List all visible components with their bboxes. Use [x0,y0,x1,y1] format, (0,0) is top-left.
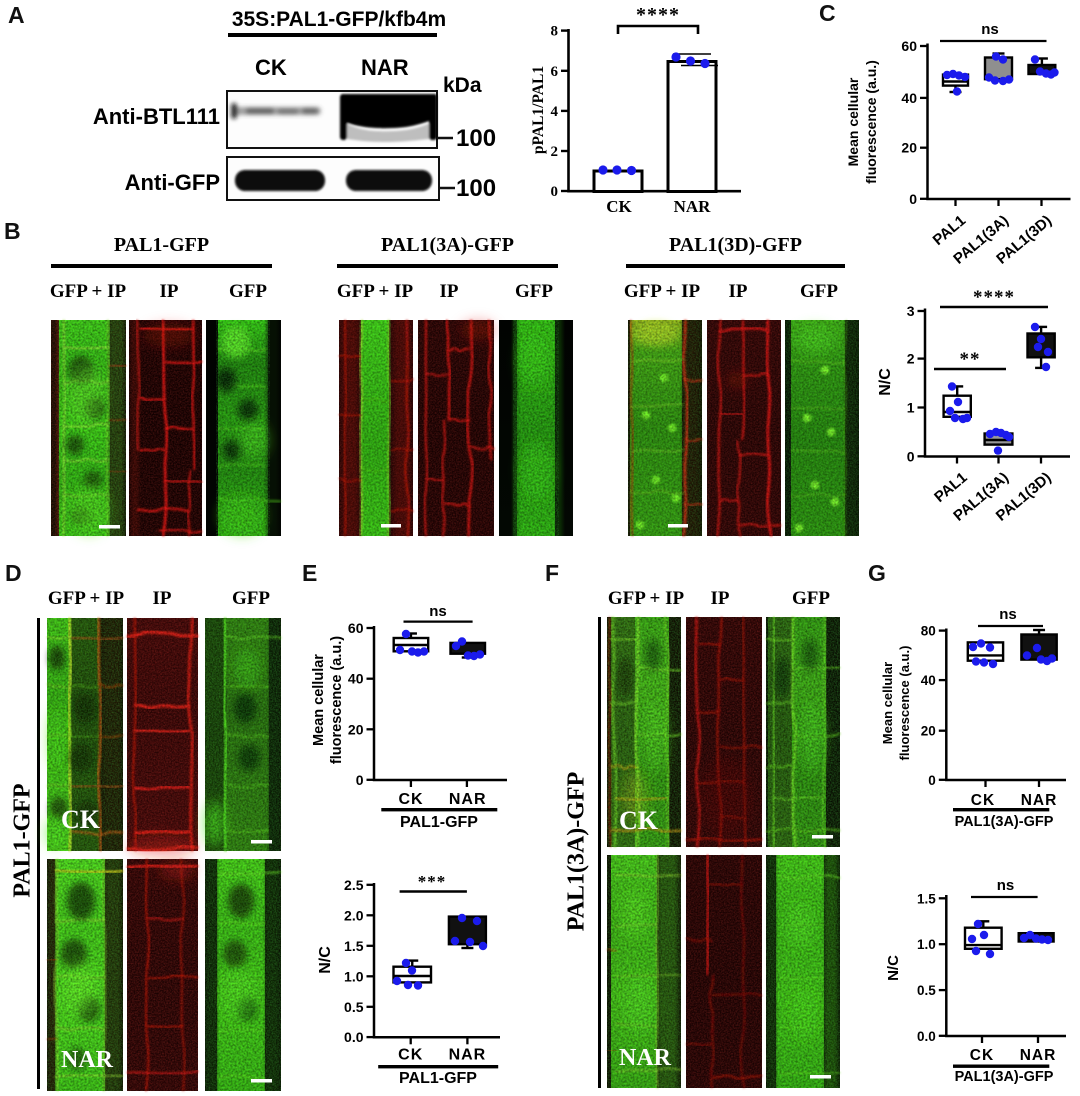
svg-text:PAL1(3A)-GFP: PAL1(3A)-GFP [955,1069,1054,1085]
svg-text:N/C: N/C [317,946,334,974]
svg-text:1.0: 1.0 [344,968,364,984]
svg-text:6: 6 [551,64,559,80]
svg-text:1: 1 [907,400,915,416]
svg-text:40: 40 [921,673,936,688]
svg-text:0.0: 0.0 [344,1029,364,1045]
svg-text:NAR: NAR [449,791,487,808]
svg-text:Mean cellular: Mean cellular [311,654,327,746]
svg-text:NAR: NAR [61,1047,114,1073]
svg-text:pPAL1/PAL1: pPAL1/PAL1 [530,66,547,154]
svg-text:CK: CK [398,1047,423,1064]
svg-text:ns: ns [999,606,1017,623]
svg-text:PAL1-GFP: PAL1-GFP [399,1070,477,1087]
svg-text:0.0: 0.0 [917,1029,936,1044]
svg-text:ns: ns [429,603,447,620]
svg-text:***: *** [418,872,447,891]
svg-text:20: 20 [348,721,364,737]
svg-text:2.5: 2.5 [344,877,364,893]
svg-text:fluorescence (a.u.): fluorescence (a.u.) [863,60,879,184]
svg-text:NAR: NAR [1021,792,1058,809]
svg-text:1.5: 1.5 [917,891,936,906]
svg-text:60: 60 [348,620,364,636]
svg-text:**: ** [960,349,981,370]
svg-text:0: 0 [928,773,936,788]
svg-text:0: 0 [909,191,917,207]
svg-text:****: **** [636,4,680,26]
svg-text:PAL1(3A)-GFP: PAL1(3A)-GFP [955,814,1054,830]
svg-text:1.0: 1.0 [917,937,936,952]
svg-text:CK: CK [61,805,101,834]
svg-text:N/C: N/C [885,955,902,981]
svg-text:2: 2 [551,144,559,160]
svg-text:0: 0 [551,184,559,200]
svg-text:ns: ns [981,21,999,38]
svg-text:Mean cellular: Mean cellular [845,77,861,166]
svg-text:3: 3 [907,303,915,319]
svg-text:40: 40 [901,90,917,106]
svg-text:40: 40 [348,671,364,687]
svg-text:0: 0 [907,448,915,464]
svg-text:CK: CK [619,806,659,835]
svg-text:1.5: 1.5 [344,938,364,954]
svg-text:0.5: 0.5 [344,999,364,1015]
svg-text:ns: ns [997,877,1015,894]
svg-text:PAL1-GFP: PAL1-GFP [400,814,478,831]
svg-text:2.0: 2.0 [344,907,364,923]
svg-text:CK: CK [971,792,995,809]
svg-text:CK: CK [606,197,632,216]
svg-text:NAR: NAR [619,1045,672,1071]
svg-text:CK: CK [398,791,423,808]
svg-text:****: **** [973,287,1015,308]
svg-text:80: 80 [921,624,936,639]
svg-text:fluorescence (a.u.): fluorescence (a.u.) [329,636,345,764]
svg-text:8: 8 [551,24,559,40]
svg-text:0.5: 0.5 [917,983,936,998]
svg-text:20: 20 [921,724,936,739]
svg-text:fluorescence (a.u.): fluorescence (a.u.) [897,646,912,761]
svg-text:NAR: NAR [674,197,712,216]
svg-text:Mean cellular: Mean cellular [880,662,895,744]
svg-text:60: 60 [901,38,917,54]
svg-text:NAR: NAR [1020,1047,1057,1064]
svg-text:0: 0 [356,772,364,788]
svg-text:CK: CK [970,1047,994,1064]
svg-text:N/C: N/C [877,368,894,396]
svg-text:2: 2 [907,351,915,367]
svg-text:NAR: NAR [449,1047,487,1064]
svg-text:20: 20 [901,140,917,156]
svg-text:4: 4 [551,104,559,120]
